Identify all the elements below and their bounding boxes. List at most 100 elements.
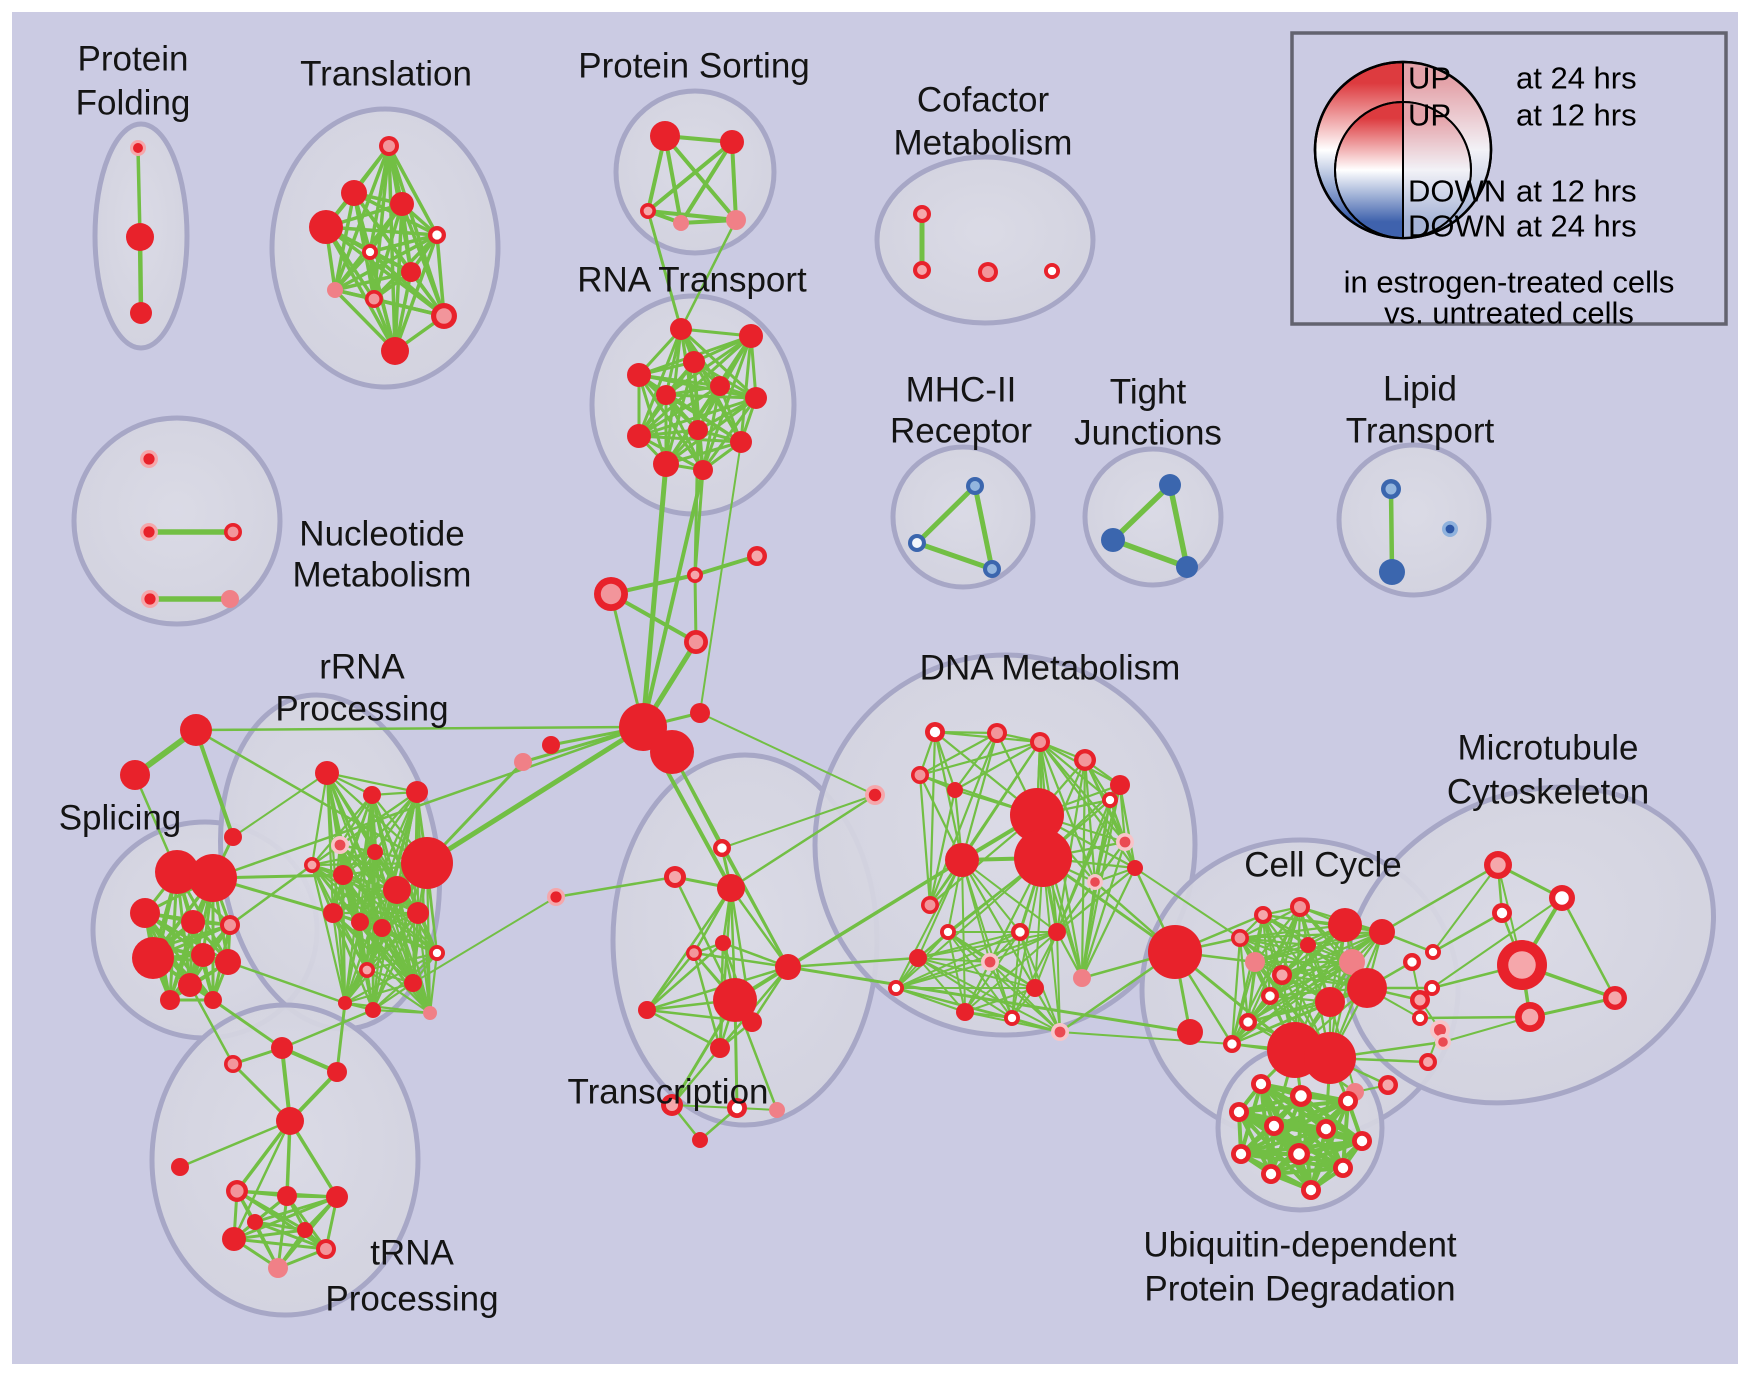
node-rr-15 bbox=[365, 1002, 381, 1018]
node-rr-9 bbox=[351, 913, 369, 931]
node-cc-11 bbox=[1239, 1013, 1257, 1031]
node-rt-0 bbox=[670, 318, 692, 340]
node-cn-10 bbox=[180, 714, 212, 746]
edge bbox=[692, 951, 790, 969]
edge bbox=[895, 859, 963, 989]
node-tr-4 bbox=[171, 1158, 189, 1176]
node-rr-2 bbox=[406, 781, 428, 803]
node-tr-8 bbox=[222, 1227, 246, 1251]
node-cn-13 bbox=[1148, 925, 1202, 979]
node-rr-11 bbox=[407, 902, 429, 924]
edge bbox=[371, 1008, 432, 1015]
edge bbox=[1388, 486, 1395, 575]
edge bbox=[435, 233, 446, 318]
node-tr-3 bbox=[276, 1107, 304, 1135]
node-dm-24 bbox=[1004, 1010, 1020, 1026]
node-ps-0 bbox=[650, 121, 680, 151]
node-sp-9 bbox=[215, 949, 241, 975]
node-tl-1 bbox=[341, 180, 367, 206]
node-tx-2 bbox=[717, 874, 745, 902]
node-tx-8 bbox=[742, 1012, 762, 1032]
edge bbox=[280, 1008, 375, 1050]
label-rr-line1: Processing bbox=[275, 690, 448, 729]
edge bbox=[679, 218, 738, 331]
edge bbox=[1237, 1099, 1350, 1114]
edge bbox=[1055, 798, 1112, 934]
edge bbox=[1560, 896, 1617, 1000]
edge bbox=[554, 875, 677, 899]
label-cc-line0: Cell Cycle bbox=[1244, 846, 1402, 885]
legend-direction-2: DOWN bbox=[1408, 174, 1506, 209]
edge bbox=[1280, 905, 1302, 977]
node-rr-10 bbox=[373, 919, 391, 937]
node-pf-1 bbox=[126, 223, 154, 251]
node-cn-12 bbox=[224, 828, 242, 846]
edge bbox=[1080, 840, 1127, 980]
edge bbox=[333, 250, 372, 292]
edge bbox=[645, 951, 696, 1012]
label-pf-line0: Protein bbox=[78, 40, 189, 79]
edge bbox=[211, 998, 284, 1050]
edge bbox=[371, 861, 429, 1012]
node-tx-11 bbox=[727, 1098, 747, 1118]
label-tr-line0: tRNA bbox=[370, 1234, 454, 1273]
edge bbox=[395, 888, 432, 1015]
node-dm-6 bbox=[1074, 749, 1096, 771]
node-dm-20 bbox=[888, 980, 904, 996]
node-cc-19 bbox=[1419, 1053, 1437, 1071]
edge bbox=[331, 850, 377, 915]
edge bbox=[640, 461, 669, 730]
node-sp-7 bbox=[132, 937, 174, 979]
edge bbox=[989, 961, 1013, 1019]
label-cf-line0: Cofactor bbox=[917, 81, 1050, 120]
edge bbox=[637, 373, 758, 400]
edge bbox=[331, 911, 369, 972]
node-rt-7 bbox=[688, 420, 708, 440]
label-cf-line1: Metabolism bbox=[894, 124, 1073, 163]
edge bbox=[1083, 758, 1097, 884]
node-mt-4 bbox=[1515, 1002, 1545, 1032]
label-pf-line1: Folding bbox=[76, 84, 191, 123]
cluster-tr bbox=[149, 1002, 421, 1318]
edge bbox=[670, 1046, 722, 1107]
node-rt-10 bbox=[653, 451, 679, 477]
node-tl-4 bbox=[428, 226, 446, 244]
node-tl-8 bbox=[365, 290, 383, 308]
edge bbox=[1269, 1166, 1345, 1176]
edge bbox=[178, 1119, 292, 1169]
node-rt-3 bbox=[627, 363, 651, 387]
edge bbox=[365, 951, 439, 972]
edge bbox=[343, 911, 420, 1005]
node-mt-3 bbox=[1497, 940, 1547, 990]
edge bbox=[918, 731, 999, 777]
node-cc-0 bbox=[1254, 906, 1272, 924]
node-tl-5 bbox=[362, 244, 378, 260]
node-cn-9 bbox=[514, 753, 532, 771]
edge bbox=[917, 957, 1036, 989]
edge bbox=[1056, 931, 1061, 1033]
label-tr-line1: Processing bbox=[325, 1280, 498, 1319]
node-tl-0 bbox=[379, 136, 399, 156]
edge bbox=[739, 334, 753, 444]
label-ps-line0: Protein Sorting bbox=[578, 47, 810, 86]
node-dm-2 bbox=[1030, 732, 1050, 752]
node-mh-2 bbox=[983, 560, 1001, 578]
node-tr-10 bbox=[268, 1258, 288, 1278]
node-cn-8 bbox=[547, 888, 565, 906]
edge bbox=[693, 468, 705, 577]
node-rr-12 bbox=[429, 945, 445, 961]
node-mt-2 bbox=[1492, 903, 1512, 923]
node-dm-0 bbox=[925, 722, 945, 742]
legend-direction-1: UP bbox=[1408, 98, 1451, 133]
node-dm-1 bbox=[987, 723, 1007, 743]
edge bbox=[953, 731, 999, 792]
node-ps-4 bbox=[726, 210, 746, 230]
edge bbox=[989, 961, 1061, 1033]
node-tl-2 bbox=[390, 192, 414, 216]
node-sp-11 bbox=[204, 991, 222, 1009]
node-dm-7 bbox=[1110, 775, 1130, 795]
edge bbox=[914, 540, 995, 572]
edge bbox=[1253, 930, 1384, 964]
label-sp-line0: Splicing bbox=[59, 799, 182, 838]
node-tx-0 bbox=[713, 839, 731, 857]
